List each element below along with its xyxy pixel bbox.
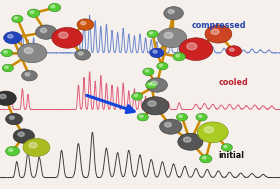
Circle shape (36, 25, 57, 39)
Circle shape (147, 30, 158, 38)
Circle shape (145, 70, 149, 72)
Circle shape (140, 115, 143, 117)
Circle shape (146, 78, 167, 92)
Circle shape (164, 7, 183, 20)
Circle shape (75, 50, 90, 60)
Circle shape (226, 46, 242, 56)
Circle shape (146, 81, 157, 89)
Circle shape (143, 68, 154, 76)
Circle shape (183, 137, 191, 142)
Circle shape (2, 64, 13, 72)
Circle shape (179, 38, 213, 60)
Circle shape (205, 25, 232, 43)
Circle shape (40, 28, 47, 33)
Circle shape (18, 43, 47, 63)
Circle shape (6, 113, 22, 125)
Circle shape (224, 145, 227, 148)
Circle shape (8, 34, 13, 38)
Circle shape (197, 122, 228, 143)
Circle shape (200, 155, 212, 163)
Circle shape (150, 48, 164, 58)
Circle shape (159, 64, 163, 66)
Circle shape (10, 116, 15, 119)
Circle shape (142, 97, 169, 115)
Circle shape (30, 11, 34, 13)
Circle shape (204, 127, 214, 133)
Circle shape (148, 83, 151, 85)
Circle shape (199, 115, 202, 117)
Circle shape (153, 50, 157, 53)
Circle shape (179, 115, 182, 117)
Circle shape (168, 10, 174, 14)
Circle shape (158, 28, 187, 48)
Circle shape (134, 94, 137, 97)
Circle shape (29, 143, 37, 148)
Circle shape (187, 43, 197, 50)
Circle shape (150, 32, 153, 34)
Circle shape (13, 129, 34, 143)
Circle shape (6, 146, 20, 156)
Circle shape (178, 133, 203, 150)
Circle shape (24, 47, 33, 53)
Circle shape (0, 94, 6, 99)
Circle shape (4, 51, 7, 53)
Circle shape (9, 149, 13, 151)
Circle shape (25, 73, 30, 76)
Circle shape (51, 5, 55, 8)
Circle shape (160, 119, 182, 134)
Circle shape (27, 9, 40, 17)
Circle shape (0, 91, 16, 105)
Text: cooled: cooled (218, 78, 248, 87)
Circle shape (4, 32, 22, 44)
Circle shape (164, 32, 173, 38)
Circle shape (132, 93, 143, 100)
Circle shape (176, 54, 179, 57)
Circle shape (137, 113, 148, 121)
Circle shape (176, 113, 188, 121)
Circle shape (22, 70, 37, 81)
Circle shape (221, 144, 232, 151)
Circle shape (81, 22, 86, 25)
Circle shape (48, 3, 61, 12)
Circle shape (196, 113, 207, 121)
Circle shape (14, 17, 18, 19)
Text: compressed: compressed (192, 21, 246, 30)
Circle shape (23, 138, 50, 156)
Circle shape (78, 52, 83, 55)
Circle shape (173, 53, 185, 61)
Circle shape (148, 101, 156, 106)
Circle shape (157, 62, 168, 70)
Circle shape (230, 48, 234, 51)
Circle shape (211, 29, 219, 34)
Circle shape (12, 15, 23, 23)
Circle shape (18, 132, 24, 136)
Circle shape (59, 32, 68, 38)
Circle shape (77, 19, 94, 30)
Circle shape (165, 122, 171, 127)
Circle shape (5, 66, 8, 68)
Text: initial: initial (218, 151, 244, 160)
Circle shape (52, 27, 83, 48)
Circle shape (151, 81, 157, 85)
Circle shape (1, 49, 13, 57)
Circle shape (202, 156, 206, 159)
